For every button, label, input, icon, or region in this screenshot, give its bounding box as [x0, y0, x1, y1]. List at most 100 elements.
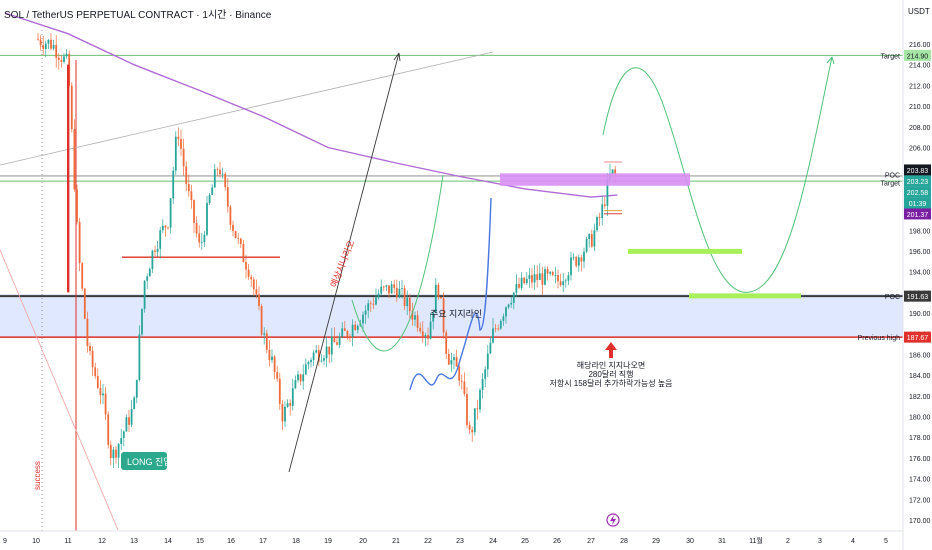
candle-body [434, 284, 437, 313]
time-tick-label: 27 [587, 538, 595, 545]
candle-body [489, 342, 492, 354]
candle-body [263, 333, 266, 335]
level-label: POC [885, 294, 900, 301]
candle-body [429, 321, 432, 339]
candle-body [208, 194, 211, 203]
time-tick-label: 19 [324, 538, 332, 545]
buy-zone-lower [689, 293, 801, 299]
candle-body [557, 275, 559, 282]
price-tick-label: 180.00 [909, 415, 931, 422]
candle-body [120, 438, 123, 444]
wave-arrowhead-icon [826, 56, 835, 65]
level-label: Target [881, 181, 901, 188]
candle-body [159, 230, 162, 249]
candle-body [63, 56, 65, 62]
candle-body [455, 357, 458, 367]
time-tick-label: 20 [359, 538, 367, 545]
candle-body [193, 200, 195, 223]
candle-body [271, 356, 273, 361]
candle-body [432, 312, 435, 322]
candle-body [364, 310, 367, 315]
candle-body [583, 251, 585, 262]
candle-body [229, 206, 232, 225]
candle-body [122, 431, 125, 439]
long-entry-badge-bg [121, 452, 167, 470]
drawings-layer [288, 52, 835, 473]
candle-body [86, 318, 89, 346]
candle-body [531, 275, 533, 283]
candle-body [611, 169, 614, 174]
price-axis[interactable]: 170.00 172.00 174.00 176.00 178.00 180.00 182.… [909, 42, 931, 525]
price-tag-label: 214.90 [907, 53, 929, 60]
candle-body [70, 85, 73, 130]
candle-body [237, 237, 240, 239]
price-tag [904, 49, 931, 61]
candle-body [203, 234, 206, 242]
candle-body [187, 183, 190, 192]
candle-body [289, 403, 292, 406]
candle-body [206, 202, 208, 235]
candle-body [141, 308, 143, 335]
candle-body [520, 277, 523, 288]
candle-body [505, 307, 507, 317]
price-tick-label: 206.00 [909, 145, 931, 152]
candle-body [390, 284, 393, 294]
candle-body [281, 403, 284, 422]
time-tick-label: 15 [196, 538, 204, 545]
candle-body [559, 281, 562, 286]
up-arrow-icon [605, 342, 617, 358]
candle-body [276, 372, 279, 379]
candle-body [395, 287, 398, 298]
note-line-1: 해당라인 지지나오면 [577, 360, 645, 370]
candle-body [115, 449, 117, 458]
candle-body [167, 227, 169, 229]
candle-body [343, 328, 346, 331]
price-tick-label: 198.00 [909, 228, 931, 235]
candle-body [224, 173, 227, 188]
candle-body [211, 187, 214, 195]
candle-body [369, 303, 372, 305]
candle-body [596, 217, 598, 231]
candle-body [354, 324, 357, 330]
candle-body [447, 353, 450, 365]
poc-zone [500, 173, 690, 186]
candle-body [458, 366, 461, 381]
candle-body [44, 43, 47, 50]
candle-body [89, 345, 91, 351]
candle-body [403, 288, 406, 307]
candle-body [291, 388, 294, 406]
candle-body [606, 179, 609, 206]
candle-body [393, 284, 396, 288]
candle-body [174, 136, 177, 171]
candle-body [575, 256, 578, 266]
candle-body [112, 449, 115, 459]
candle-body [567, 275, 570, 281]
candle-body [476, 408, 479, 410]
candle-body [471, 429, 474, 433]
price-tag [904, 164, 931, 176]
price-tag [904, 290, 931, 302]
candle-body [297, 374, 299, 381]
time-axis[interactable]: 9 10 11 12 13 14 15 16 17 18 19 20 21 22 23 24 25 26 27 28 2… [3, 536, 888, 545]
candle-body [213, 169, 216, 188]
candle-body [367, 303, 370, 311]
arrowhead-icon [393, 52, 401, 62]
candle-body [460, 380, 463, 382]
price-tag-label: 201.37 [907, 212, 929, 219]
candle-body [247, 269, 250, 277]
price-tick-label: 212.00 [909, 83, 931, 90]
candle-body [512, 292, 515, 303]
candle-body [494, 328, 497, 330]
candle-body [437, 284, 440, 298]
lightning-icon[interactable] [606, 513, 620, 527]
note-line-2: 280달러 직행 [588, 369, 633, 379]
candle-body [169, 198, 172, 228]
lightning-icon-circle [606, 513, 620, 527]
candle-body [507, 304, 510, 308]
candle-body [107, 414, 110, 445]
candle-body [37, 38, 39, 40]
candle-body [551, 271, 554, 276]
candle-body [341, 328, 344, 337]
candle-body [42, 45, 45, 50]
